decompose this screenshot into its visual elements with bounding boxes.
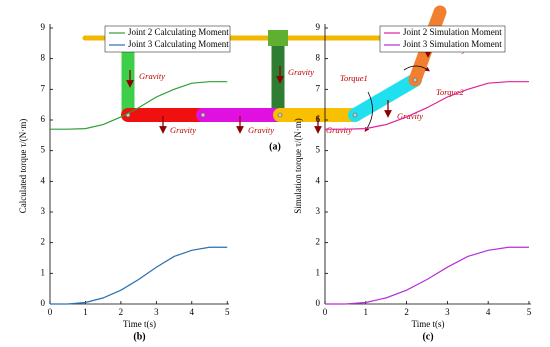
y-tick-label: 7 [316, 83, 321, 93]
x-tick-label: 2 [404, 307, 409, 317]
legend-label: Joint 2 Simulation Moment [403, 27, 502, 37]
caption: (b) [133, 331, 145, 342]
y-tick-label: 0 [316, 298, 321, 308]
y-tick-label: 5 [41, 145, 46, 155]
x-tick-label: 2 [119, 307, 124, 317]
y-tick-label: 9 [316, 22, 321, 32]
y-tick-label: 0 [41, 298, 46, 308]
legend-box [104, 25, 231, 53]
x-tick-label: 4 [190, 307, 195, 317]
joint [200, 112, 206, 118]
torque-arc [403, 65, 430, 72]
x-axis-label: Time t(s) [123, 319, 156, 329]
y-tick-label: 5 [316, 145, 321, 155]
y-tick-label: 3 [316, 206, 321, 216]
label: Gravity [326, 125, 352, 135]
x-axis-label: Time t(s) [412, 319, 445, 329]
y-tick-label: 8 [316, 53, 321, 63]
x-tick-label: 1 [83, 307, 88, 317]
data-line [50, 81, 228, 130]
caption: (c) [422, 331, 433, 342]
y-tick-label: 7 [41, 83, 46, 93]
y-axis-label: Simulation torque τ/(N·m) [293, 118, 303, 214]
data-line [325, 81, 529, 130]
legend-label: Joint 3 Simulation Moment [403, 39, 502, 49]
x-tick-label: 0 [48, 307, 53, 317]
label: Torque2 [436, 87, 464, 97]
y-tick-label: 3 [41, 206, 46, 216]
label: Gravity [170, 125, 196, 135]
y-tick-label: 6 [41, 114, 46, 124]
torque-arc [364, 91, 373, 132]
legend-label: Joint 3 Calculating Moment [128, 39, 229, 49]
joint [412, 77, 418, 83]
label: Torque1 [340, 73, 368, 83]
label: Gravity [288, 67, 314, 77]
x-tick-label: 5 [225, 307, 230, 317]
y-tick-label: 2 [316, 237, 321, 247]
x-tick-label: 0 [323, 307, 328, 317]
legend-box [379, 25, 506, 53]
y-tick-label: 4 [316, 175, 321, 185]
data-line [50, 246, 228, 305]
y-axis-label: Calculated torque τ/(N·m) [18, 119, 28, 214]
joint [277, 112, 283, 118]
data-line [325, 246, 529, 305]
x-tick-label: 3 [154, 307, 159, 317]
x-tick-label: 4 [486, 307, 491, 317]
label: Gravity [139, 71, 165, 81]
y-tick-label: 4 [41, 175, 46, 185]
link [348, 73, 422, 122]
y-tick-label: 6 [316, 114, 321, 124]
y-tick-label: 9 [41, 22, 46, 32]
x-tick-label: 5 [527, 307, 532, 317]
legend-label: Joint 2 Calculating Moment [128, 27, 229, 37]
y-tick-label: 8 [41, 53, 46, 63]
y-tick-label: 1 [41, 267, 46, 277]
y-tick-label: 2 [41, 237, 46, 247]
slider [268, 30, 288, 46]
x-tick-label: 1 [364, 307, 369, 317]
label: Gravity [248, 125, 274, 135]
x-tick-label: 3 [445, 307, 450, 317]
y-tick-label: 1 [316, 267, 321, 277]
joint [352, 112, 358, 118]
caption: (a) [269, 141, 281, 152]
